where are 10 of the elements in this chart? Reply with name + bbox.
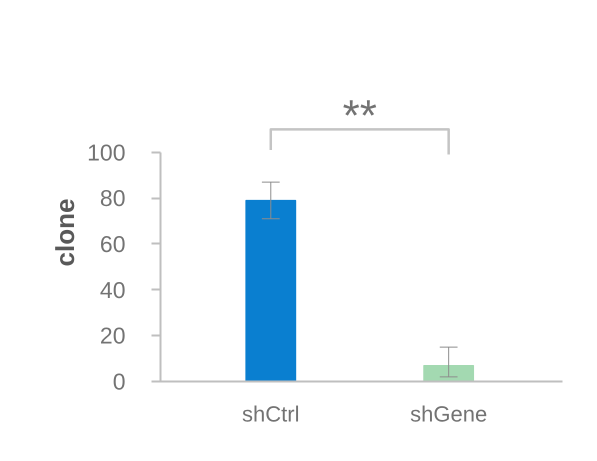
y-tick-label: 40 <box>100 276 126 303</box>
y-tick-label: 80 <box>100 185 126 212</box>
y-tick-label: 100 <box>87 139 126 166</box>
y-tick-label: 20 <box>100 322 126 349</box>
y-axis-title: clone <box>50 198 80 266</box>
text: ** <box>342 92 377 141</box>
x-tick-label: shGene <box>410 402 488 426</box>
y-tick-label: 60 <box>100 230 126 257</box>
y-tick-label: 0 <box>112 368 126 394</box>
x-tick-label: shCtrl <box>242 402 300 426</box>
